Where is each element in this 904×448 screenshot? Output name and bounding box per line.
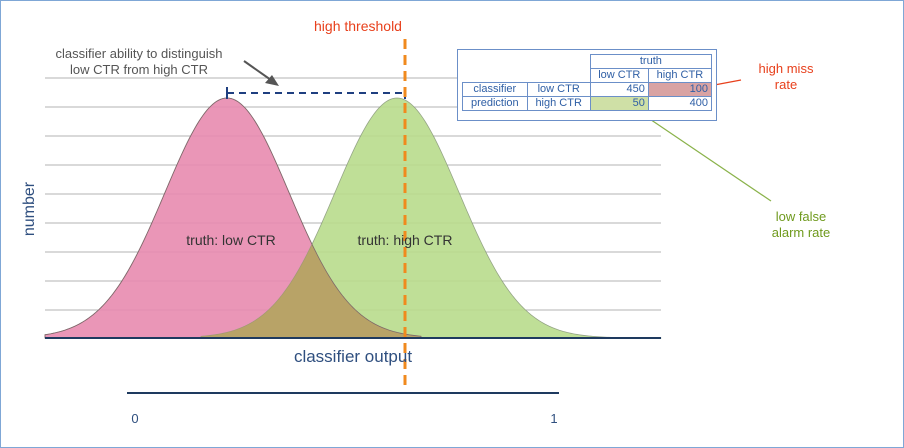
false-alarm-label-line1: low false: [776, 209, 827, 224]
truth-col-high: high CTR: [647, 68, 713, 83]
false-alarm-label-line2: alarm rate: [772, 225, 831, 240]
scale-min-label: 0: [131, 411, 138, 426]
truth-col-low: low CTR: [589, 68, 649, 83]
ability-label-line1: classifier ability to distinguish: [56, 46, 223, 61]
ability-arrow-line: [243, 60, 272, 81]
x-axis-label: classifier output: [294, 347, 412, 366]
truth-header: truth: [589, 54, 713, 69]
ability-arrow-head: [265, 75, 279, 86]
cell-low-high-miss: 100: [647, 82, 713, 97]
cell-high-high: 400: [647, 96, 713, 111]
scale-max-label: 1: [550, 411, 557, 426]
miss-label-line1: high miss: [759, 61, 814, 76]
low-ctr-curve-label: truth: low CTR: [186, 232, 275, 248]
high-ctr-curve-label: truth: high CTR: [358, 232, 453, 248]
false-alarm-callout-line: [634, 108, 772, 202]
cell-low-low: 450: [589, 82, 649, 97]
low-ctr-outline: [44, 97, 422, 339]
ability-label-line2: low CTR from high CTR: [70, 62, 208, 77]
overlap-region: [201, 98, 421, 338]
row-group-line1: classifier: [462, 82, 528, 97]
pred-row-high: high CTR: [526, 96, 591, 111]
cell-high-low-false-alarm: 50: [589, 96, 649, 111]
row-group-line2: prediction: [462, 96, 528, 111]
pred-row-low: low CTR: [526, 82, 591, 97]
y-axis-label: number: [21, 181, 38, 236]
miss-label-line2: rate: [775, 77, 797, 92]
confusion-matrix: truth low CTR high CTR classifier low CT…: [457, 49, 717, 121]
threshold-label: high threshold: [314, 18, 402, 34]
